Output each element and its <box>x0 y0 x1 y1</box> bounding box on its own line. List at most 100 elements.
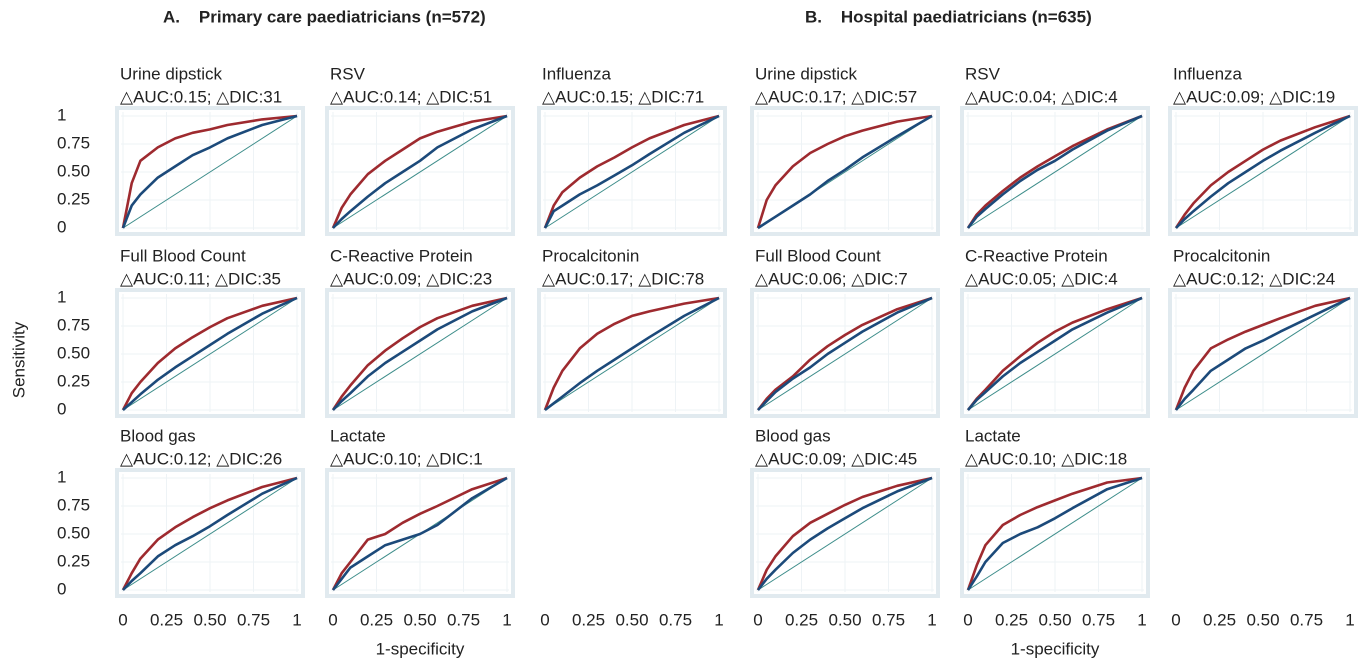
y-tick-label: 0.50 <box>57 161 90 180</box>
panel-subtitle: △AUC:0.09; △DIC:19 <box>1173 87 1335 106</box>
y-tick-label: 0.25 <box>57 551 90 570</box>
y-tick-label: 0 <box>57 217 66 236</box>
x-tick-label: 0.25 <box>572 610 605 629</box>
roc-curve <box>122 296 298 411</box>
roc-curve <box>1174 296 1351 411</box>
x-tick-label: 1 <box>1345 610 1354 629</box>
y-tick-label: 0.50 <box>57 343 90 362</box>
reference-line <box>757 297 933 411</box>
panel-subtitle: △AUC:0.12; △DIC:26 <box>120 449 282 468</box>
roc-curve <box>331 296 508 411</box>
reference-line <box>1175 297 1351 411</box>
x-tick-label: 0.25 <box>150 610 183 629</box>
roc-curve <box>1174 296 1351 411</box>
x-tick-label: 0 <box>118 610 127 629</box>
y-tick-label: 0.25 <box>57 371 90 390</box>
roc-curve <box>756 476 933 591</box>
panel-title: Lactate <box>965 426 1021 445</box>
panel-title: Full Blood Count <box>120 246 246 265</box>
roc-curve <box>966 476 1143 591</box>
reference-line <box>967 477 1143 591</box>
roc-curve <box>121 114 298 229</box>
group-title: B. Hospital paediatricians (n=635) <box>805 7 1092 26</box>
panel-title: Blood gas <box>755 426 831 445</box>
x-tick-label: 1 <box>714 610 723 629</box>
panel-title: RSV <box>330 64 366 83</box>
x-tick-label: 0.50 <box>828 610 861 629</box>
reference-line <box>122 477 298 591</box>
x-tick-label: 0.25 <box>360 610 393 629</box>
panel-subtitle: △AUC:0.11; △DIC:35 <box>120 269 281 288</box>
y-tick-label: 1 <box>57 467 66 486</box>
roc-curve <box>967 296 1143 411</box>
roc-curve <box>966 476 1143 591</box>
panel-subtitle: △AUC:0.04; △DIC:4 <box>965 87 1118 106</box>
roc-curve <box>966 114 1143 229</box>
roc-curve <box>122 476 298 591</box>
roc-curve <box>543 114 720 229</box>
roc-curve <box>543 296 720 411</box>
panel-subtitle: △AUC:0.10; △DIC:18 <box>965 449 1127 468</box>
reference-line <box>332 115 508 229</box>
x-tick-label: 1 <box>502 610 511 629</box>
roc-curve <box>966 114 1143 229</box>
y-tick-label: 0.75 <box>57 315 90 334</box>
x-tick-label: 0.75 <box>872 610 905 629</box>
x-axis-label: 1-specificity <box>376 639 465 658</box>
x-tick-label: 1 <box>1137 610 1146 629</box>
panel-title: C-Reactive Protein <box>965 246 1108 265</box>
roc-curve <box>121 114 298 229</box>
x-tick-label: 0 <box>540 610 549 629</box>
reference-line <box>757 477 933 591</box>
x-tick-label: 0.75 <box>447 610 480 629</box>
reference-line <box>122 115 298 229</box>
panel-subtitle: △AUC:0.09; △DIC:23 <box>330 269 492 288</box>
panel-title: Influenza <box>1173 64 1243 83</box>
panel-title: Full Blood Count <box>755 246 881 265</box>
x-tick-label: 0 <box>328 610 337 629</box>
x-tick-label: 0.75 <box>1082 610 1115 629</box>
roc-curve <box>544 296 720 412</box>
y-tick-label: 0.50 <box>57 523 90 542</box>
roc-curve <box>331 476 508 591</box>
panel-subtitle: △AUC:0.17; △DIC:78 <box>542 269 704 288</box>
x-axis-label: 1-specificity <box>1011 639 1100 658</box>
panel-title: Blood gas <box>120 426 196 445</box>
roc-curve <box>756 114 933 229</box>
roc-curve <box>332 296 508 411</box>
reference-line <box>967 297 1143 411</box>
roc-curve <box>756 476 933 591</box>
x-tick-label: 1 <box>927 610 936 629</box>
x-tick-label: 0.75 <box>659 610 692 629</box>
x-tick-label: 0.25 <box>1203 610 1236 629</box>
panel-title: RSV <box>965 64 1001 83</box>
panel-title: Urine dipstick <box>755 64 858 83</box>
x-tick-label: 0.50 <box>1038 610 1071 629</box>
y-axis-label: Sensitivity <box>9 321 28 398</box>
y-tick-label: 1 <box>57 105 66 124</box>
roc-curve <box>543 114 720 229</box>
roc-curve <box>121 296 298 411</box>
y-tick-label: 0 <box>57 399 66 418</box>
reference-line <box>332 297 508 411</box>
panel-title: Procalcitonin <box>1173 246 1270 265</box>
panel-title: Urine dipstick <box>120 64 223 83</box>
panel-title: Lactate <box>330 426 386 445</box>
x-tick-label: 0.50 <box>1246 610 1279 629</box>
roc-curve <box>331 476 508 591</box>
x-tick-label: 0.25 <box>785 610 818 629</box>
x-tick-label: 0.50 <box>615 610 648 629</box>
reference-line <box>122 297 298 411</box>
x-tick-label: 0.75 <box>1290 610 1323 629</box>
x-tick-label: 0.25 <box>995 610 1028 629</box>
panel-subtitle: △AUC:0.12; △DIC:24 <box>1173 269 1335 288</box>
panel-subtitle: △AUC:0.09; △DIC:45 <box>755 449 917 468</box>
y-tick-label: 0 <box>57 579 66 598</box>
reference-line <box>544 297 720 411</box>
panel-subtitle: △AUC:0.15; △DIC:71 <box>542 87 704 106</box>
y-tick-label: 0.75 <box>57 133 90 152</box>
roc-curve <box>756 296 933 411</box>
panel-subtitle: △AUC:0.10; △DIC:1 <box>330 449 483 468</box>
reference-line <box>544 115 720 229</box>
